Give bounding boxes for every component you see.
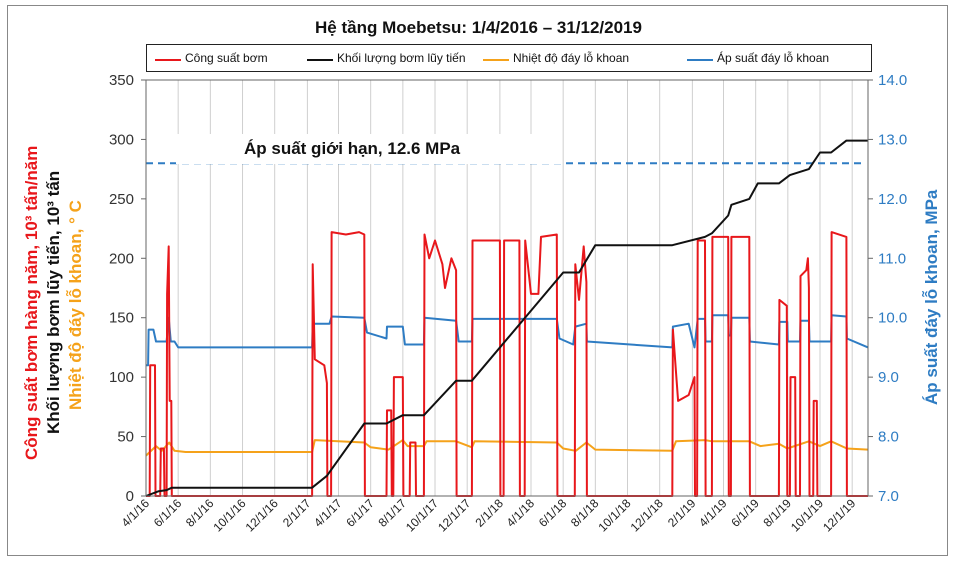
y-right-tick-label: 10.0 xyxy=(878,310,907,327)
x-tick-label: 4/1/17 xyxy=(311,496,345,530)
y-right-tick-label: 9.0 xyxy=(878,369,899,386)
x-tick-label: 10/1/17 xyxy=(403,496,441,534)
x-tick-label: 2/1/18 xyxy=(473,496,507,530)
y-left-tick-label: 0 xyxy=(126,488,134,505)
left-axis-label-temperature: Nhiệt độ đáy lỗ khoan, ° C xyxy=(66,200,85,410)
x-tick-label: 10/1/16 xyxy=(210,496,248,534)
y-right-tick-label: 7.0 xyxy=(878,488,899,505)
x-tick-label: 12/1/16 xyxy=(243,496,281,534)
x-tick-label: 10/1/18 xyxy=(595,496,633,534)
y-left-tick-label: 300 xyxy=(109,131,134,148)
x-tick-label: 2/1/19 xyxy=(665,496,699,530)
legend-swatch-pump-rate xyxy=(155,59,181,61)
legend-label-pressure: Áp suất đáy lỗ khoan xyxy=(717,51,830,65)
x-tick-label: 2/1/17 xyxy=(280,496,314,530)
series-line-2 xyxy=(145,439,869,457)
y-left-tick-label: 350 xyxy=(109,72,134,89)
y-left-tick-label: 100 xyxy=(109,369,134,386)
x-tick-label: 6/1/16 xyxy=(151,496,185,530)
series-line-0 xyxy=(146,231,868,497)
y-left-tick-label: 200 xyxy=(109,250,134,267)
x-tick-label: 6/1/17 xyxy=(343,496,377,530)
series-line-1 xyxy=(145,139,868,497)
y-right-tick-label: 12.0 xyxy=(878,191,907,208)
y-left-tick-label: 150 xyxy=(109,310,134,327)
legend-swatch-cumulative xyxy=(307,59,333,61)
x-tick-label: 6/1/18 xyxy=(536,496,570,530)
x-tick-label: 4/1/18 xyxy=(504,496,538,530)
legend-swatch-pressure xyxy=(687,59,713,61)
x-tick-label: 10/1/19 xyxy=(788,496,826,534)
x-tick-label: 4/1/16 xyxy=(119,496,153,530)
legend-swatch-temperature xyxy=(483,59,509,61)
x-tick-label: 12/1/17 xyxy=(435,496,473,534)
legend: Công suất bơm Khối lượng bơm lũy tiến Nh… xyxy=(146,44,872,72)
plot-area xyxy=(145,79,869,497)
y-right-tick-label: 8.0 xyxy=(878,429,899,446)
x-tick-label: 6/1/19 xyxy=(728,496,762,530)
left-axis-label-cumulative: Khối lượng bơm lũy tiến, 10³ tấn xyxy=(44,170,63,434)
pressure-limit-label: Áp suất giới hạn, 12.6 MPa xyxy=(176,134,562,164)
y-right-tick-label: 13.0 xyxy=(878,131,907,148)
legend-label-pump-rate: Công suất bơm xyxy=(185,51,268,65)
chart-frame xyxy=(7,5,948,556)
y-left-tick-label: 50 xyxy=(117,429,134,446)
x-tick-label: 12/1/18 xyxy=(628,496,666,534)
series-layer xyxy=(145,139,869,497)
legend-label-temperature: Nhiệt độ đáy lỗ khoan xyxy=(513,51,630,65)
right-axis-label-pressure: Áp suất đáy lỗ khoan, MPa xyxy=(922,189,941,405)
y-left-tick-label: 250 xyxy=(109,191,134,208)
legend-label-cumulative: Khối lượng bơm lũy tiến xyxy=(337,51,466,65)
y-right-tick-label: 11.0 xyxy=(878,250,906,267)
x-tick-label: 12/1/19 xyxy=(820,496,858,534)
chart-title: Hệ tầng Moebetsu: 1/4/2016 – 31/12/2019 xyxy=(315,18,642,37)
left-axis-label-pump-rate: Công suất bơm hàng năm, 10³ tấn/năm xyxy=(22,145,41,460)
y-right-tick-label: 14.0 xyxy=(878,72,907,89)
x-tick-label: 4/1/19 xyxy=(696,496,730,530)
